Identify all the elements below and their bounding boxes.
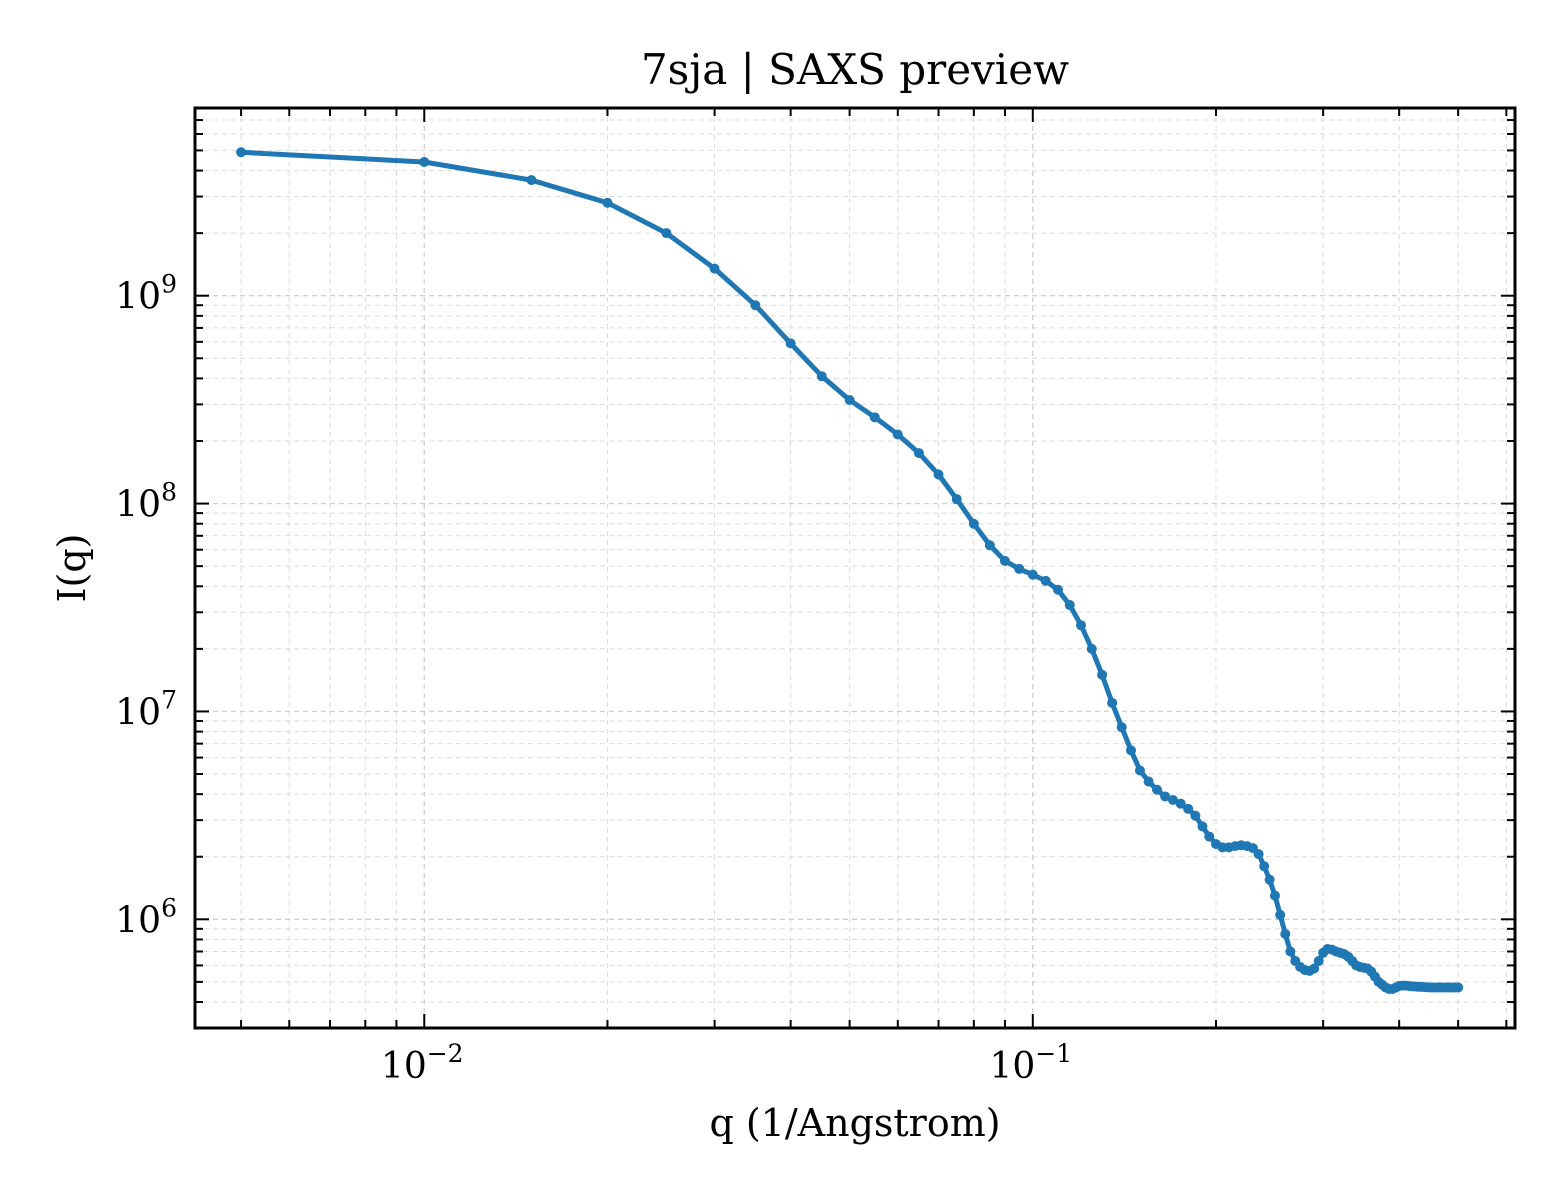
data-point	[1309, 963, 1320, 974]
data-point	[1453, 982, 1464, 993]
x-tick-label: 10−2	[381, 1039, 464, 1087]
data-point	[1064, 600, 1075, 611]
data-point	[602, 197, 613, 208]
y-tick-label: 107	[115, 685, 177, 733]
data-point	[1175, 798, 1186, 809]
x-axis-title: q (1/Angstrom)	[709, 1101, 1000, 1145]
data-point	[968, 518, 979, 529]
data-point	[1134, 765, 1145, 776]
series-layer	[236, 147, 1464, 995]
data-point	[1190, 810, 1201, 821]
data-point	[1275, 909, 1286, 920]
data-point	[1269, 890, 1280, 901]
data-point	[709, 263, 720, 274]
data-point	[869, 412, 880, 423]
data-point	[526, 175, 537, 186]
data-point	[844, 395, 855, 406]
data-point	[984, 540, 995, 551]
data-point	[1125, 745, 1136, 756]
data-point	[1075, 620, 1086, 631]
y-tick-label: 106	[115, 893, 177, 941]
data-point	[1160, 791, 1171, 802]
data-point	[1027, 569, 1038, 580]
ticks	[195, 107, 1515, 1029]
x-tick-label: 10−1	[989, 1039, 1072, 1087]
data-point	[1168, 794, 1179, 805]
data-point	[661, 228, 672, 239]
data-point	[1052, 584, 1063, 595]
data-point	[1107, 697, 1118, 708]
data-point	[816, 371, 827, 382]
data-point	[1040, 575, 1051, 586]
data-point	[785, 338, 796, 349]
data-point	[1086, 643, 1097, 654]
grid	[195, 107, 1515, 1029]
data-point	[1280, 928, 1291, 939]
chart-title: 7sja | SAXS preview	[641, 45, 1069, 94]
data-point	[1253, 849, 1264, 860]
tick-labels: 10−2 10−1 106 107 108 109	[115, 270, 1072, 1087]
data-point	[236, 147, 247, 158]
data-point	[1152, 784, 1163, 795]
data-point	[1097, 669, 1108, 680]
data-point	[419, 156, 430, 167]
y-axis-title: I(q)	[50, 534, 94, 603]
data-point	[750, 300, 761, 311]
data-point	[892, 429, 903, 440]
data-point	[1116, 722, 1127, 733]
data-point	[1259, 861, 1270, 872]
data-point	[933, 469, 944, 480]
plot-frame	[193, 106, 1517, 1030]
data-point	[1197, 821, 1208, 832]
data-point	[913, 448, 924, 459]
data-point	[1313, 956, 1324, 967]
data-point	[1204, 831, 1215, 842]
data-point	[1183, 803, 1194, 814]
data-point	[1143, 776, 1154, 787]
y-tick-label: 108	[115, 478, 177, 526]
data-point	[999, 555, 1010, 566]
data-point	[951, 494, 962, 505]
data-point	[1014, 563, 1025, 574]
data-point	[1285, 946, 1296, 957]
y-tick-label: 109	[115, 270, 177, 318]
data-point	[1264, 874, 1275, 885]
